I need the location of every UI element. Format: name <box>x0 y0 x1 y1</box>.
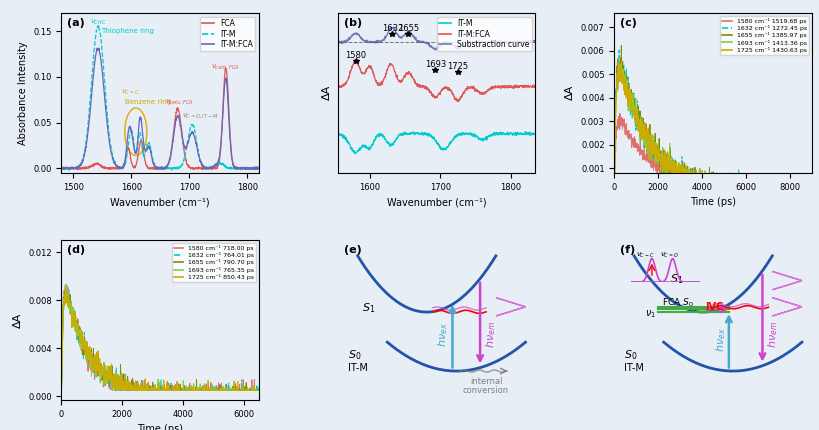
Text: conversion: conversion <box>463 386 509 395</box>
Text: $\nu_{carb,FCA}$: $\nu_{carb,FCA}$ <box>210 62 239 71</box>
Text: Thiophene ring: Thiophene ring <box>101 28 154 34</box>
X-axis label: Wavenumber (cm⁻¹): Wavenumber (cm⁻¹) <box>111 197 210 207</box>
Legend: FCA, IT-M, IT-M:FCA: FCA, IT-M, IT-M:FCA <box>200 17 255 51</box>
Text: $\nu_{keto,FCA}$: $\nu_{keto,FCA}$ <box>165 97 193 106</box>
Text: $\nu_{CHC}$: $\nu_{CHC}$ <box>90 18 106 27</box>
X-axis label: Time (ps): Time (ps) <box>137 424 183 430</box>
FancyBboxPatch shape <box>698 306 729 313</box>
Text: 1655: 1655 <box>397 24 419 33</box>
Y-axis label: ΔA: ΔA <box>12 312 22 328</box>
X-axis label: Wavenumber (cm⁻¹): Wavenumber (cm⁻¹) <box>387 197 486 207</box>
Text: (c): (c) <box>619 18 636 28</box>
Text: IT-M: IT-M <box>623 363 643 373</box>
Legend: 1580 cm⁻¹ 718.00 ps, 1632 cm⁻¹ 764.01 ps, 1655 cm⁻¹ 790.70 ps, 1693 cm⁻¹ 765.35 : 1580 cm⁻¹ 718.00 ps, 1632 cm⁻¹ 764.01 ps… <box>171 243 256 282</box>
Text: (a): (a) <box>67 18 85 28</box>
Text: 1693: 1693 <box>424 60 446 69</box>
Text: $\nu_{C=C}$: $\nu_{C=C}$ <box>120 87 139 96</box>
Text: (d): (d) <box>67 245 85 255</box>
Text: $\nu_{C=O,IT-M}$: $\nu_{C=O,IT-M}$ <box>182 111 219 120</box>
Text: internal: internal <box>469 377 502 386</box>
Text: (f): (f) <box>619 245 635 255</box>
Polygon shape <box>495 298 525 316</box>
Text: $S_1$: $S_1$ <box>669 272 682 286</box>
Text: Benzene ring: Benzene ring <box>125 99 171 105</box>
Y-axis label: ΔA: ΔA <box>564 85 575 101</box>
Text: (e): (e) <box>343 245 361 255</box>
Polygon shape <box>771 298 801 316</box>
Legend: 1580 cm⁻¹ 1519.68 ps, 1632 cm⁻¹ 1272.45 ps, 1655 cm⁻¹ 1385.97 ps, 1693 cm⁻¹ 1413: 1580 cm⁻¹ 1519.68 ps, 1632 cm⁻¹ 1272.45 … <box>720 16 808 55</box>
Text: $h\nu_{ex}$: $h\nu_{ex}$ <box>713 327 727 352</box>
Text: $S_1$: $S_1$ <box>361 301 374 315</box>
Legend: IT-M, IT-M:FCA, Substraction curve: IT-M, IT-M:FCA, Substraction curve <box>437 17 531 51</box>
Text: 1632: 1632 <box>381 24 402 33</box>
Y-axis label: ΔA: ΔA <box>322 85 332 101</box>
Text: (b): (b) <box>343 18 361 28</box>
Text: $\nu_{C-C}$: $\nu_{C-C}$ <box>635 251 654 260</box>
Text: $S_0$: $S_0$ <box>347 348 361 362</box>
Text: IT-M: IT-M <box>347 363 367 373</box>
Text: $h\nu_{ex}$: $h\nu_{ex}$ <box>437 322 450 347</box>
Y-axis label: Absorbance Intensity: Absorbance Intensity <box>18 41 28 144</box>
Text: 1580: 1580 <box>345 51 365 60</box>
Text: $S_0$: $S_0$ <box>623 348 637 362</box>
Text: $\nu_1$: $\nu_1$ <box>644 308 655 319</box>
Text: $\nu_{C=O}$: $\nu_{C=O}$ <box>658 251 678 260</box>
Text: 1725: 1725 <box>446 61 468 71</box>
X-axis label: Time (ps): Time (ps) <box>690 197 735 207</box>
Text: FCA $S_0$: FCA $S_0$ <box>661 296 693 309</box>
Text: IVC: IVC <box>704 302 722 312</box>
Polygon shape <box>771 271 801 290</box>
Text: $h\nu_{em}$: $h\nu_{em}$ <box>766 321 779 348</box>
Text: $h\nu_{em}$: $h\nu_{em}$ <box>483 321 497 348</box>
